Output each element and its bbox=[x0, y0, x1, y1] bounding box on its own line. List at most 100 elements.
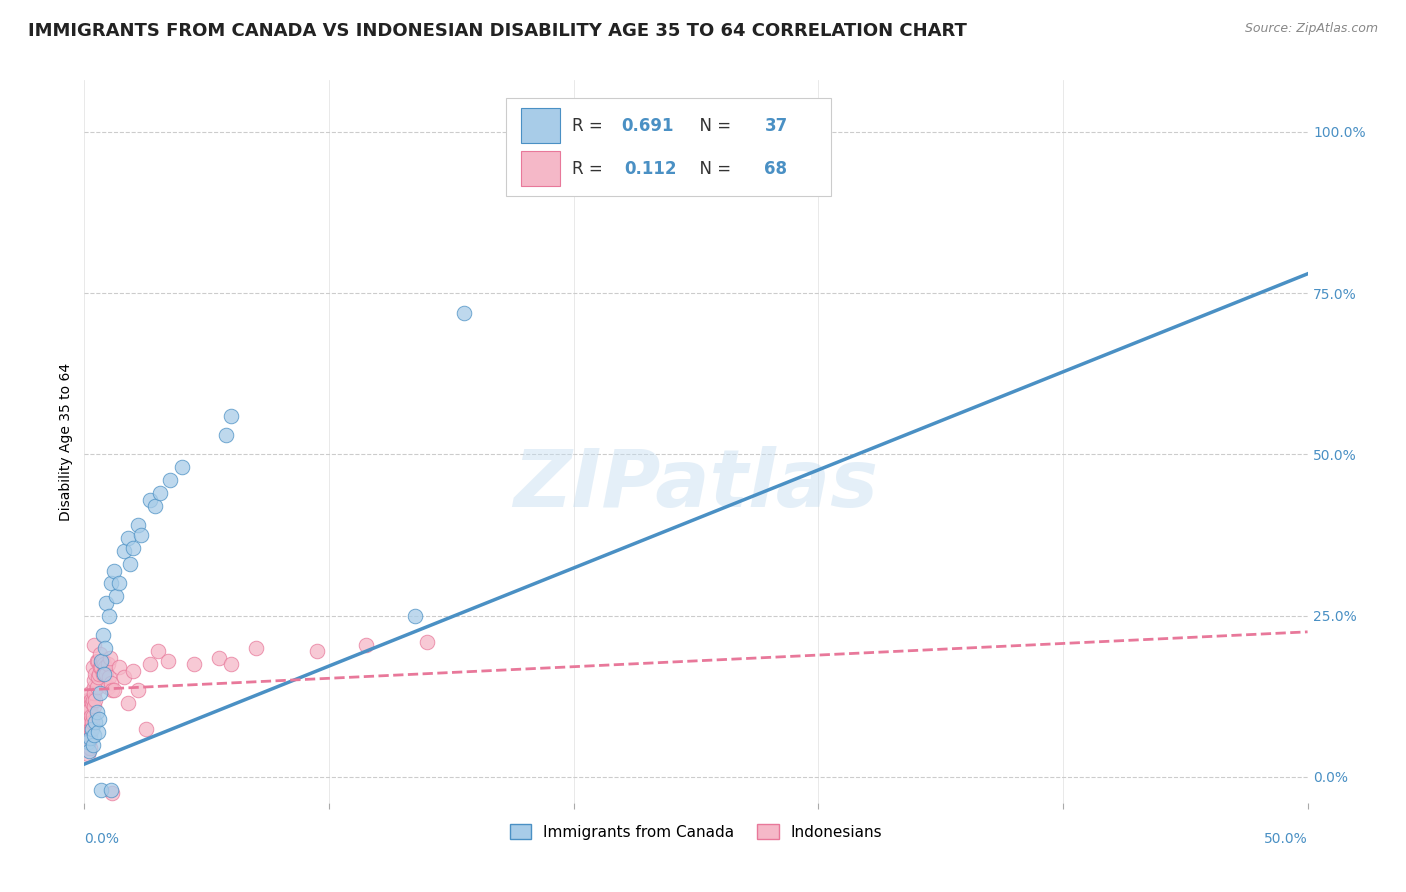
Text: 0.691: 0.691 bbox=[621, 117, 673, 135]
Point bbox=[77, 708, 100, 723]
Point bbox=[245, 640, 267, 655]
Point bbox=[94, 660, 117, 674]
Point bbox=[86, 706, 108, 720]
Point bbox=[75, 741, 97, 756]
Text: N =: N = bbox=[689, 117, 735, 135]
Point bbox=[83, 728, 105, 742]
Point bbox=[79, 728, 101, 742]
Point bbox=[91, 654, 114, 668]
Point bbox=[139, 492, 162, 507]
Point bbox=[453, 305, 475, 319]
Point bbox=[89, 686, 111, 700]
Point bbox=[103, 682, 125, 697]
Point bbox=[97, 657, 120, 672]
Point bbox=[79, 741, 101, 756]
Text: 50.0%: 50.0% bbox=[1264, 831, 1308, 846]
Point bbox=[117, 696, 139, 710]
Point bbox=[90, 654, 112, 668]
Point bbox=[87, 724, 110, 739]
Point bbox=[107, 576, 129, 591]
Point bbox=[79, 702, 101, 716]
Text: Source: ZipAtlas.com: Source: ZipAtlas.com bbox=[1244, 22, 1378, 36]
Point bbox=[122, 664, 145, 678]
Point bbox=[79, 731, 101, 746]
Point bbox=[83, 686, 105, 700]
Point bbox=[83, 699, 105, 714]
Point bbox=[127, 682, 149, 697]
Point bbox=[305, 644, 328, 658]
Point bbox=[98, 650, 121, 665]
Text: IMMIGRANTS FROM CANADA VS INDONESIAN DISABILITY AGE 35 TO 64 CORRELATION CHART: IMMIGRANTS FROM CANADA VS INDONESIAN DIS… bbox=[28, 22, 967, 40]
Point bbox=[82, 692, 104, 706]
Point bbox=[82, 708, 104, 723]
Point bbox=[87, 712, 110, 726]
Point bbox=[90, 783, 112, 797]
Point bbox=[77, 692, 100, 706]
Point bbox=[97, 608, 120, 623]
Point bbox=[101, 682, 124, 697]
Point bbox=[159, 473, 181, 487]
Point bbox=[215, 428, 238, 442]
Point bbox=[149, 486, 172, 500]
Point bbox=[100, 783, 122, 797]
Point bbox=[80, 715, 103, 730]
FancyBboxPatch shape bbox=[522, 108, 560, 143]
Point bbox=[129, 528, 152, 542]
Point bbox=[96, 666, 118, 681]
Point bbox=[84, 715, 107, 730]
FancyBboxPatch shape bbox=[522, 152, 560, 186]
Point bbox=[87, 666, 110, 681]
Point bbox=[80, 708, 103, 723]
Point bbox=[84, 692, 107, 706]
Point bbox=[96, 596, 118, 610]
Point bbox=[82, 660, 104, 674]
Point bbox=[172, 460, 194, 475]
Point bbox=[100, 676, 122, 690]
Point bbox=[82, 738, 104, 752]
Point bbox=[77, 715, 100, 730]
Point bbox=[100, 576, 122, 591]
Point bbox=[80, 692, 103, 706]
Point bbox=[105, 590, 128, 604]
Point bbox=[83, 673, 105, 688]
Point bbox=[354, 638, 377, 652]
Point bbox=[86, 654, 108, 668]
Point bbox=[112, 670, 135, 684]
Point bbox=[112, 544, 135, 558]
FancyBboxPatch shape bbox=[506, 98, 831, 196]
Point bbox=[135, 722, 157, 736]
Point bbox=[87, 654, 110, 668]
Point bbox=[79, 715, 101, 730]
Point bbox=[526, 115, 548, 129]
Point bbox=[156, 654, 179, 668]
Text: 37: 37 bbox=[765, 117, 787, 135]
Text: 0.112: 0.112 bbox=[624, 160, 676, 178]
Point bbox=[83, 638, 105, 652]
Point bbox=[97, 670, 120, 684]
Point bbox=[219, 409, 242, 423]
Point bbox=[84, 666, 107, 681]
Point bbox=[101, 786, 124, 800]
Point bbox=[103, 564, 125, 578]
Point bbox=[77, 722, 100, 736]
Point bbox=[183, 657, 205, 672]
Point bbox=[77, 744, 100, 758]
Point bbox=[146, 644, 169, 658]
Point bbox=[79, 722, 101, 736]
Point bbox=[91, 628, 114, 642]
Point bbox=[89, 648, 111, 662]
Point bbox=[79, 686, 101, 700]
Point bbox=[80, 696, 103, 710]
Point bbox=[89, 660, 111, 674]
Point bbox=[77, 734, 100, 748]
Text: N =: N = bbox=[689, 160, 735, 178]
Point bbox=[208, 650, 231, 665]
Point bbox=[416, 634, 439, 648]
Point bbox=[87, 670, 110, 684]
Text: 0.0%: 0.0% bbox=[84, 831, 120, 846]
Text: ZIPatlas: ZIPatlas bbox=[513, 446, 879, 524]
Point bbox=[122, 541, 145, 555]
Text: R =: R = bbox=[572, 117, 609, 135]
Point bbox=[83, 680, 105, 694]
Point bbox=[404, 608, 426, 623]
